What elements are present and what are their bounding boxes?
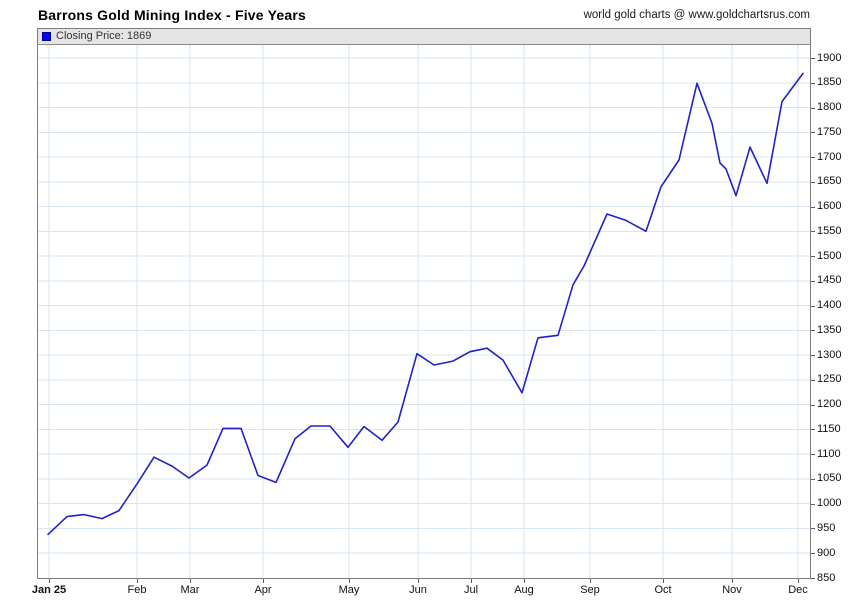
x-tick-mark <box>732 579 733 583</box>
x-tick-mark <box>524 579 525 583</box>
y-tick-mark <box>811 82 815 84</box>
price-line-chart <box>38 45 810 578</box>
x-tick-label: Jul <box>463 584 479 596</box>
x-tick-label: Mar <box>180 584 200 596</box>
page-title: Barrons Gold Mining Index - Five Years <box>38 7 306 23</box>
y-tick-mark <box>811 379 815 381</box>
y-tick-mark <box>811 107 815 109</box>
y-tick-label: 1600 <box>817 200 842 213</box>
y-tick-mark <box>811 553 815 555</box>
y-tick-label: 1100 <box>817 447 841 460</box>
x-tick-mark <box>137 579 138 583</box>
y-tick-mark <box>811 280 815 282</box>
y-tick-label: 1400 <box>817 299 842 312</box>
price-line <box>47 72 804 536</box>
y-tick-label: 1200 <box>817 398 842 411</box>
y-tick-mark <box>811 429 815 431</box>
legend-label: Closing Price: 1869 <box>56 29 152 42</box>
y-tick-mark <box>811 58 815 59</box>
y-tick-mark <box>811 578 815 579</box>
x-tick-label: Sep <box>580 584 600 596</box>
x-tick-label: Nov <box>722 584 742 596</box>
y-tick-label: 1000 <box>817 497 842 510</box>
y-tick-mark <box>811 503 815 505</box>
plot-area <box>38 45 810 578</box>
y-tick-mark <box>811 404 815 406</box>
y-tick-mark <box>811 256 815 258</box>
x-tick-label: May <box>338 584 360 596</box>
chart-frame: Closing Price: 1869 <box>37 28 811 579</box>
y-tick-mark <box>811 330 815 332</box>
y-tick-mark <box>811 231 815 233</box>
y-tick-label: 1350 <box>817 323 842 336</box>
y-tick-mark <box>811 132 815 134</box>
x-tick-label: Feb <box>127 584 147 596</box>
y-tick-mark <box>811 355 815 357</box>
legend: Closing Price: 1869 <box>38 29 810 45</box>
x-tick-mark <box>49 579 50 583</box>
x-tick-mark <box>798 579 799 583</box>
x-tick-label: Jun <box>409 584 427 596</box>
y-tick-label: 1800 <box>817 101 842 114</box>
y-tick-label: 900 <box>817 546 836 559</box>
y-tick-label: 1150 <box>817 422 841 435</box>
y-tick-label: 950 <box>817 521 836 534</box>
y-tick-label: 1750 <box>817 125 842 138</box>
y-tick-label: 1250 <box>817 373 842 386</box>
x-tick-mark <box>349 579 350 583</box>
y-tick-label: 1500 <box>817 249 842 262</box>
x-tick-mark <box>418 579 419 583</box>
y-tick-label: 1850 <box>817 76 842 89</box>
y-tick-label: 1900 <box>817 51 842 64</box>
y-tick-label: 1050 <box>817 472 842 485</box>
y-tick-mark <box>811 181 815 183</box>
y-tick-label: 1550 <box>817 224 842 237</box>
credit-text: world gold charts @ www.goldchartsrus.co… <box>583 9 810 21</box>
x-tick-label: Dec <box>788 584 808 596</box>
x-tick-mark <box>263 579 264 583</box>
legend-swatch-icon <box>42 32 51 41</box>
y-tick-label: 1700 <box>817 150 842 163</box>
x-tick-label: Jan 25 <box>31 584 67 596</box>
y-tick-label: 850 <box>817 571 836 584</box>
x-tick-mark <box>590 579 591 583</box>
y-tick-mark <box>811 528 815 530</box>
y-tick-mark <box>811 454 815 456</box>
y-tick-mark <box>811 478 815 480</box>
y-tick-mark <box>811 157 815 159</box>
y-tick-mark <box>811 206 815 208</box>
x-tick-mark <box>471 579 472 583</box>
x-tick-label: Apr <box>254 584 272 596</box>
y-tick-label: 1650 <box>817 175 842 188</box>
y-tick-mark <box>811 305 815 307</box>
x-tick-label: Aug <box>514 584 534 596</box>
x-tick-mark <box>663 579 664 583</box>
y-tick-label: 1300 <box>817 348 842 361</box>
y-tick-label: 1450 <box>817 274 842 287</box>
x-tick-label: Oct <box>654 584 672 596</box>
x-tick-mark <box>190 579 191 583</box>
